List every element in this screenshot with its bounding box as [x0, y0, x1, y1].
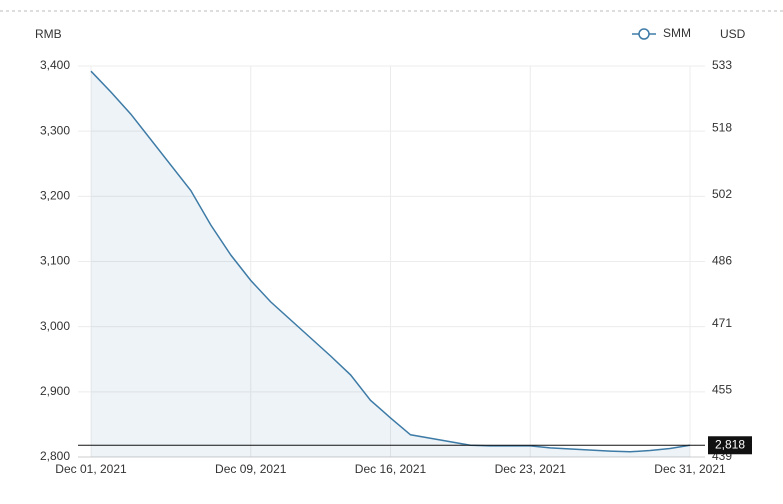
x-tick-label: Dec 01, 2021 — [55, 462, 127, 476]
y2-tick-label: 471 — [712, 316, 732, 330]
y-tick-label: 3,200 — [40, 189, 70, 203]
reference-label: 2,818 — [715, 437, 745, 451]
y-tick-label: 3,100 — [40, 254, 70, 268]
line — [90, 70, 691, 453]
x-tick-label: Dec 31, 2021 — [654, 462, 726, 476]
y-tick-label: 3,400 — [40, 58, 70, 72]
x-tick-label: Dec 23, 2021 — [495, 462, 567, 476]
y-tick-label: 3,000 — [40, 319, 70, 333]
area — [91, 71, 690, 457]
y-tick-label: 3,300 — [40, 123, 70, 137]
x-tick-label: Dec 16, 2021 — [355, 462, 427, 476]
x-tick-label: Dec 09, 2021 — [215, 462, 287, 476]
y-tick-label: 2,800 — [40, 449, 70, 463]
y-tick-label: 2,900 — [40, 384, 70, 398]
y2-tick-label: 518 — [712, 121, 732, 135]
y-axis-label: RMB — [35, 27, 62, 41]
y2-tick-label: 486 — [712, 254, 732, 268]
y2-tick-label: 502 — [712, 187, 732, 201]
reference-label-box — [708, 436, 752, 455]
legend-marker — [638, 28, 650, 40]
legend-label: SMM — [663, 26, 691, 40]
y2-tick-label: 533 — [712, 58, 732, 72]
y2-tick-label: 455 — [712, 383, 732, 397]
y2-axis-label: USD — [720, 27, 746, 41]
